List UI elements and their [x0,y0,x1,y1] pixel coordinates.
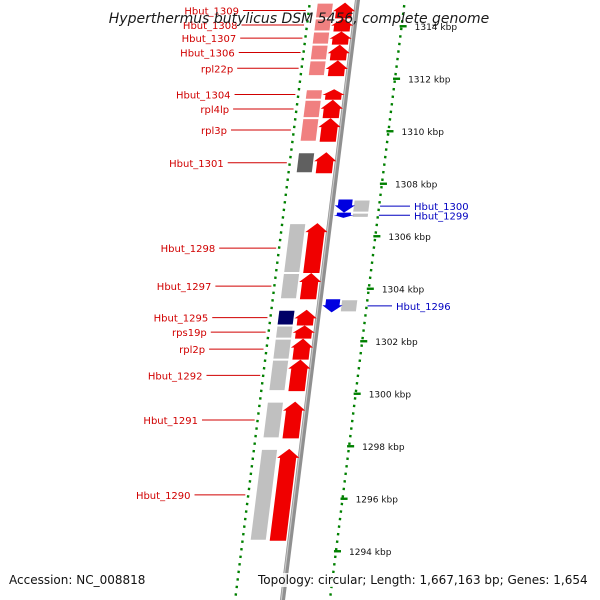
gene-label: Hbut_1301 [169,159,224,170]
map-title: Hyperthermus butylicus DSM 5456, complet… [109,11,489,27]
gene-label: Hbut_1291 [143,416,198,427]
backbone-line [279,0,361,600]
gene-arrow[interactable] [320,99,343,119]
gene-arrow[interactable] [314,152,337,174]
scale-ticks: 1314 kbp 1312 kbp 1310 kbp 1308 kbp 1306 kbp… [333,23,458,558]
cds-box [284,224,306,272]
gene-arrow[interactable] [318,118,341,142]
scale-tick-label: 1300 kbp [369,390,412,400]
cds-box [352,213,369,217]
gc-track-inner [233,0,312,600]
gene-arrow[interactable] [303,223,328,273]
gene-label: Hbut_1298 [161,244,216,255]
gene-label: rpl3p [201,126,227,137]
gene-arrow[interactable] [292,325,315,339]
gene-label: Hbut_1300 [414,202,469,213]
gene-arrow[interactable] [331,18,354,32]
gene-arrow[interactable] [334,199,355,213]
cds-box [276,326,293,338]
gene-labels: Hbut_1309 Hbut_1308 Hbut_1307 Hbut_1306 rpl2… [136,7,469,502]
gene-label: rpl2p [179,345,205,356]
gene-arrow[interactable] [332,2,356,19]
gene-label: rpl4lp [200,105,229,116]
gene-arrow[interactable] [325,60,348,77]
gene-arrow[interactable] [327,44,350,61]
gene-label: Hbut_1290 [136,491,191,502]
cds-box [314,19,331,31]
gene-arrow[interactable] [282,401,306,439]
genome-summary: Topology: circular; Length: 1,667,163 bp… [258,573,588,587]
gene-label: Hbut_1296 [396,302,451,313]
scale-tick-label: 1310 kbp [402,128,445,138]
scale-tick-label: 1298 kbp [362,443,405,453]
scale-tick-label: 1296 kbp [356,495,399,505]
cds-box [310,45,328,60]
gene-arrow[interactable] [322,299,343,313]
cds-box [353,200,370,212]
gene-arrows [269,2,356,541]
backbone-axis [279,0,361,600]
cds-box [316,3,333,18]
gene-label: Hbut_1304 [176,91,231,102]
accession-text: Accession: NC_008818 [9,573,146,587]
scale-tick-label: 1314 kbp [415,23,458,33]
gene-label: Hbut_1307 [182,34,237,45]
gene-arrow[interactable] [322,89,345,100]
gene-arrow[interactable] [333,212,354,218]
gene-arrow[interactable] [290,338,313,360]
gene-arrow[interactable] [329,31,352,45]
scale-tick-label: 1312 kbp [408,75,451,85]
gene-arrow[interactable] [269,448,300,541]
gene-label: Hbut_1308 [183,21,238,32]
scale-tick-label: 1306 kbp [388,233,431,243]
backbone-highlight [280,0,357,600]
gene-arrow[interactable] [288,359,311,392]
gc-dot-tracks [233,0,407,600]
cds-box [340,300,358,312]
cds-box [269,360,289,391]
gene-label: Hbut_1306 [180,49,235,60]
cds-box [263,402,283,438]
scale-tick-label: 1308 kbp [395,180,438,190]
gene-label: Hbut_1292 [148,371,203,382]
cds-box [305,90,322,99]
cds-boxes [250,3,370,540]
gene-label: Hbut_1295 [154,314,209,325]
scale-tick-label: 1304 kbp [382,285,425,295]
gene-label: Hbut_1299 [414,211,469,222]
cds-box [303,100,321,118]
cds-box [280,274,300,299]
cds-box [312,32,330,44]
cds-box [273,339,291,359]
gene-arrow[interactable] [299,273,322,300]
gene-label: rpl22p [201,64,233,75]
gene-label: rps19p [172,328,207,339]
cds-box [308,61,326,76]
cds-box [250,449,278,540]
scale-tick-label: 1294 kbp [349,548,392,558]
scale-tick-label: 1302 kbp [375,338,418,348]
cds-box [277,310,295,325]
gene-label: Hbut_1309 [184,7,239,18]
gene-label: Hbut_1297 [157,282,212,293]
gene-arrow[interactable] [294,309,317,326]
cds-box [296,153,315,173]
gc-track-outer [328,0,407,600]
cds-box [300,119,319,141]
